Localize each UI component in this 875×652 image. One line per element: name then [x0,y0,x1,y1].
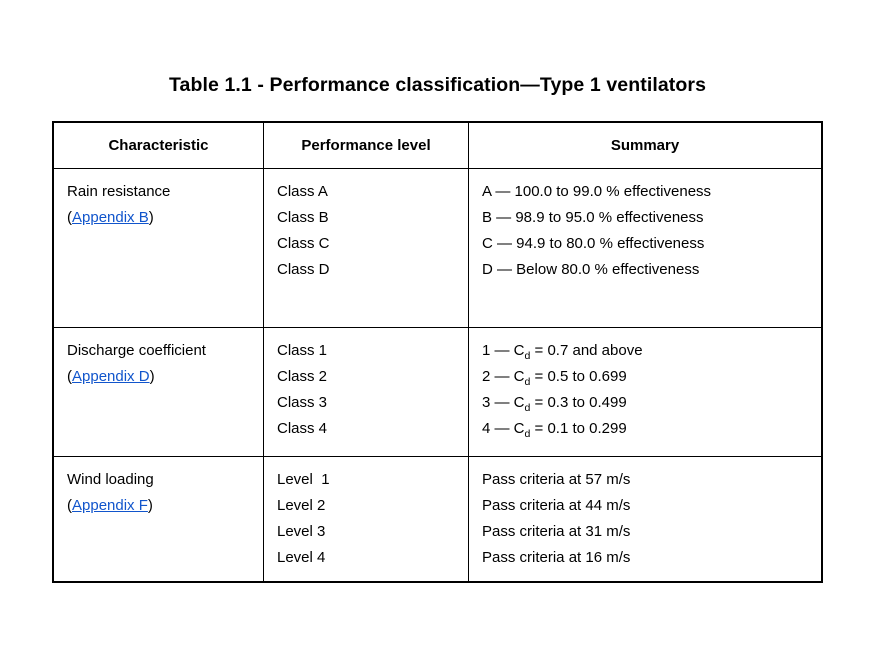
column-header-performance-level: Performance level [264,123,469,169]
characteristic-reference: (Appendix F) [67,493,251,519]
summary-cell-discharge-coefficient: 1 — Cd = 0.7 and above 2 — Cd = 0.5 to 0… [469,328,821,457]
appendix-f-link[interactable]: Appendix F [72,497,148,514]
characteristic-name: Rain resistance [67,183,171,200]
summary-item: 4 — Cd = 0.1 to 0.299 [482,420,627,440]
level-item: Class 1 [277,342,328,359]
level-item: Level 1 [277,471,330,488]
characteristic-cell-rain-resistance: Rain resistance (Appendix B) [54,169,264,328]
level-item: Class C [277,235,330,252]
performance-classification-table: Characteristic Performance level Summary… [52,121,823,583]
summary-item: Pass criteria at 57 m/s [482,471,631,488]
level-item: Class 2 [277,368,328,385]
summary-item: Pass criteria at 16 m/s [482,549,631,566]
summary-item: 1 — Cd = 0.7 and above [482,342,643,362]
performance-level-cell-discharge-coefficient: Class 1 Class 2 Class 3 Class 4 [264,328,469,457]
subscript-d: d [524,376,531,388]
performance-level-cell-rain-resistance: Class A Class B Class C Class D [264,169,469,328]
summary-item: B — 98.9 to 95.0 % effectiveness [482,209,704,226]
summary-cell-wind-loading: Pass criteria at 57 m/s Pass criteria at… [469,457,821,581]
performance-level-cell-wind-loading: Level 1 Level 2 Level 3 Level 4 [264,457,469,581]
level-item: Class A [277,183,328,200]
paren-open: ( [67,209,72,226]
table-title: Table 1.1 - Performance classification—T… [168,74,707,96]
paren-open: ( [67,497,72,514]
column-header-characteristic: Characteristic [54,123,264,169]
subscript-d: d [524,350,531,362]
characteristic-cell-discharge-coefficient: Discharge coefficient (Appendix D) [54,328,264,457]
paren-close: ) [149,368,155,385]
level-item: Class B [277,209,329,226]
level-item: Level 2 [277,497,326,514]
paren-close: ) [147,497,153,514]
level-item: Class 3 [277,394,328,411]
subscript-d: d [524,428,531,440]
subscript-d: d [524,402,531,414]
paren-open: ( [67,368,72,385]
summary-item: 3 — Cd = 0.3 to 0.499 [482,394,627,414]
paren-close: ) [148,209,154,226]
characteristic-reference: (Appendix B) [67,205,251,231]
level-item: Class D [277,261,330,278]
level-item: Level 3 [277,523,326,540]
summary-item: D — Below 80.0 % effectiveness [482,261,700,278]
appendix-d-link[interactable]: Appendix D [72,368,150,385]
summary-item: Pass criteria at 31 m/s [482,523,631,540]
level-item: Level 4 [277,549,326,566]
characteristic-name: Discharge coefficient [67,342,206,359]
appendix-b-link[interactable]: Appendix B [72,209,149,226]
summary-item: A — 100.0 to 99.0 % effectiveness [482,183,712,200]
summary-item: Pass criteria at 44 m/s [482,497,631,514]
summary-item: C — 94.9 to 80.0 % effectiveness [482,235,705,252]
summary-item: 2 — Cd = 0.5 to 0.699 [482,368,627,388]
level-item: Class 4 [277,420,328,437]
characteristic-reference: (Appendix D) [67,364,251,390]
characteristic-name: Wind loading [67,471,154,488]
column-header-summary: Summary [469,123,821,169]
characteristic-cell-wind-loading: Wind loading (Appendix F) [54,457,264,581]
summary-cell-rain-resistance: A — 100.0 to 99.0 % effectiveness B — 98… [469,169,821,328]
